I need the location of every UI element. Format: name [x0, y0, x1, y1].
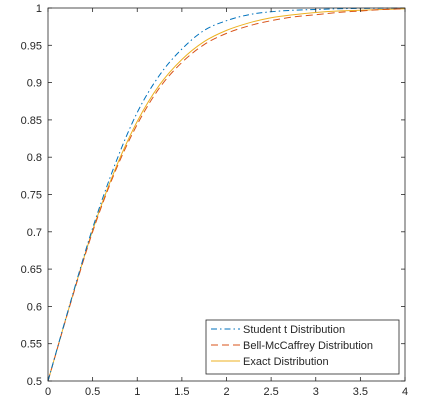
plot-lines	[47, 7, 406, 382]
y-tick-label: 0.5	[27, 376, 42, 388]
y-tick-label: 0.65	[21, 264, 42, 276]
x-tick-label: 0	[45, 386, 51, 398]
legend-label: Exact Distribution	[243, 356, 329, 368]
legend: Student t Distribution Bell-McCaffrey Dis…	[205, 319, 400, 375]
y-axis: 0.5 0.55 0.6 0.65 0.7 0.75 0.8 0.85 0.9 0.95 1	[21, 3, 405, 388]
legend-label: Bell-McCaffrey Distribution	[243, 340, 373, 352]
legend-label: Student t Distribution	[243, 324, 345, 336]
y-tick-label: 1	[36, 3, 42, 15]
y-tick-label: 0.8	[27, 152, 42, 164]
y-tick-label: 0.85	[21, 115, 42, 127]
x-tick-label: 2.5	[263, 386, 278, 398]
series-line-0	[47, 7, 406, 382]
x-tick-label: 4	[402, 386, 408, 398]
series-line-2	[47, 8, 406, 382]
x-tick-label: 3	[313, 386, 319, 398]
y-tick-label: 0.7	[27, 227, 42, 239]
x-tick-label: 2	[223, 386, 229, 398]
y-tick-label: 0.95	[21, 40, 42, 52]
x-tick-label: 3.5	[353, 386, 368, 398]
x-axis: 0 0.5 1 1.5 2 2.5 3 3.5 4	[45, 8, 408, 398]
y-tick-label: 0.6	[27, 301, 42, 313]
y-tick-label: 0.75	[21, 190, 42, 202]
x-tick-label: 0.5	[85, 386, 100, 398]
x-tick-label: 1	[134, 386, 140, 398]
series-line-1	[47, 8, 406, 382]
x-tick-label: 1.5	[174, 386, 189, 398]
y-tick-label: 0.9	[27, 78, 42, 90]
y-tick-label: 0.55	[21, 339, 42, 351]
